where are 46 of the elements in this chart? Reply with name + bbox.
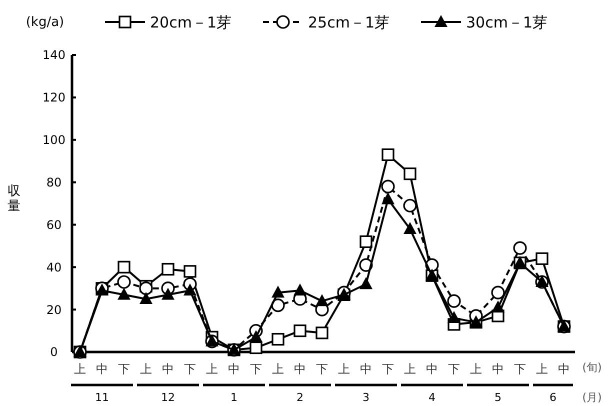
y-tick-label: 140 bbox=[42, 48, 66, 62]
text: 5 bbox=[494, 391, 502, 404]
x-tick-label: 中 bbox=[558, 362, 570, 376]
y-axis-title: 収量 bbox=[8, 184, 20, 214]
x-tick-label: 中 bbox=[96, 362, 108, 376]
text: 12 bbox=[161, 391, 175, 404]
x-tick-label: 下 bbox=[118, 362, 130, 376]
y-tick-label: 60 bbox=[46, 218, 62, 232]
x-tick-label: 上 bbox=[338, 362, 350, 376]
legend-label: 30cm－1芽 bbox=[466, 13, 548, 32]
x-tick-label: 下 bbox=[382, 362, 394, 376]
text: (旬) bbox=[582, 361, 602, 374]
x-tick-label: 下 bbox=[316, 362, 328, 376]
legend-label: 25cm－1芽 bbox=[308, 13, 390, 32]
y-tick-label: 40 bbox=[46, 260, 62, 274]
text: 3 bbox=[362, 391, 370, 404]
x-tick-label: 上 bbox=[206, 362, 218, 376]
x-tick-label: 上 bbox=[536, 362, 548, 376]
x-tick-label: 中 bbox=[426, 362, 438, 376]
text: (月) bbox=[582, 391, 602, 404]
text: 11 bbox=[95, 391, 109, 404]
y-tick-label: 20 bbox=[46, 302, 62, 317]
y-tick-label: 80 bbox=[46, 175, 62, 190]
text: 6 bbox=[550, 391, 556, 404]
x-tick-label: 上 bbox=[74, 362, 86, 376]
text: 2 bbox=[296, 391, 304, 404]
x-tick-label: 中 bbox=[162, 362, 174, 376]
x-tick-label: 中 bbox=[360, 362, 372, 376]
x-tick-label: 下 bbox=[448, 362, 460, 376]
x-tick-label: 下 bbox=[250, 362, 262, 376]
text: 1 bbox=[230, 391, 238, 404]
y-tick-label: 120 bbox=[42, 90, 66, 105]
x-tick-label: 上 bbox=[272, 362, 284, 376]
x-tick-label: 上 bbox=[404, 362, 416, 376]
y-tick-label: 0 bbox=[50, 345, 58, 360]
x-tick-label: 上 bbox=[470, 362, 482, 376]
text: 4 bbox=[428, 391, 436, 404]
legend-label: 20cm－1芽 bbox=[150, 13, 232, 32]
x-tick-label: 中 bbox=[492, 362, 504, 376]
y-tick-label: 100 bbox=[42, 133, 66, 148]
x-tick-label: 中 bbox=[294, 362, 306, 376]
x-tick-label: 下 bbox=[514, 362, 526, 376]
text: (kg/a) bbox=[26, 15, 64, 30]
x-tick-label: 中 bbox=[228, 362, 240, 376]
x-tick-label: 下 bbox=[184, 362, 196, 376]
x-tick-label: 上 bbox=[140, 362, 152, 376]
